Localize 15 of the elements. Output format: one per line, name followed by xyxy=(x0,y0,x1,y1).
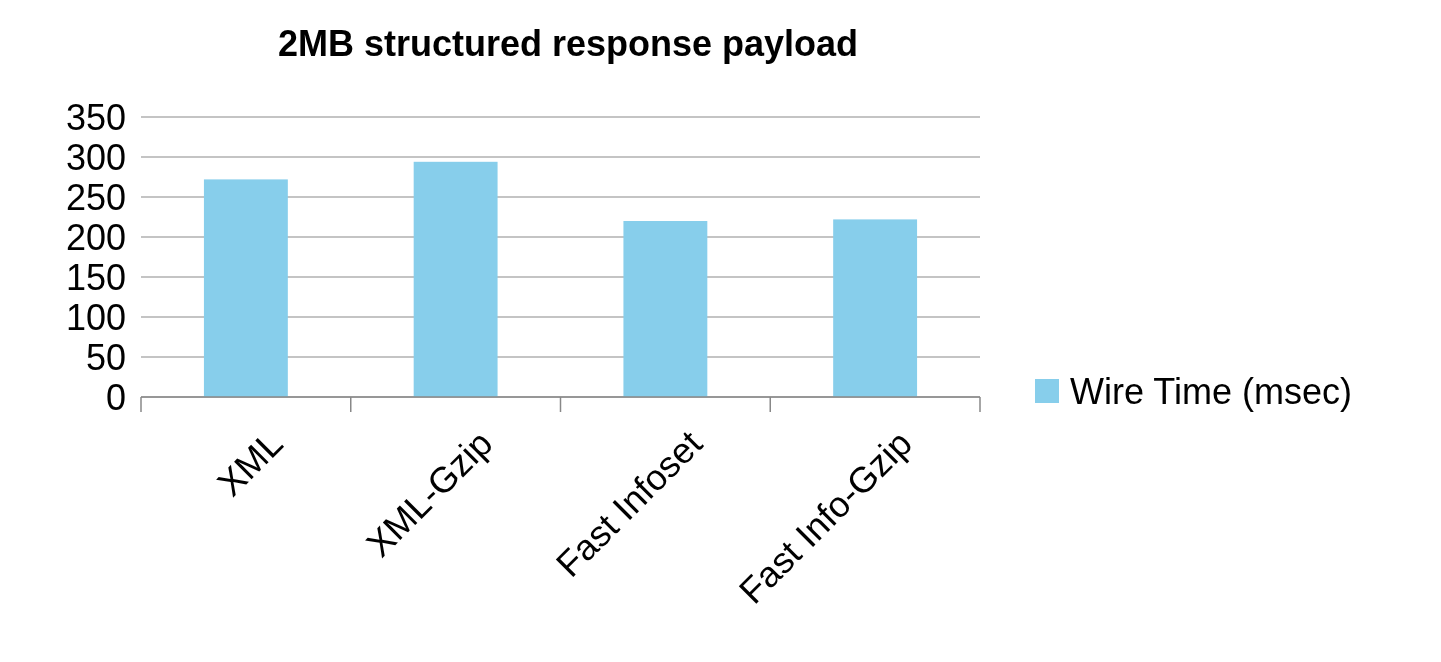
y-tick-label: 100 xyxy=(65,296,126,338)
bar xyxy=(203,179,288,397)
y-tick-label: 50 xyxy=(85,336,126,378)
y-tick-label: 150 xyxy=(65,256,126,298)
y-tick-label: 350 xyxy=(65,96,126,138)
x-tick-label: XML xyxy=(209,422,291,504)
chart-title: 2MB structured response payload xyxy=(277,23,859,64)
bar xyxy=(413,161,498,397)
y-tick-label: 0 xyxy=(105,376,126,418)
y-tick-label: 250 xyxy=(65,176,126,218)
legend-label: Wire Time (msec) xyxy=(1070,370,1352,412)
y-tick-label: 200 xyxy=(65,216,126,258)
y-tick-label: 300 xyxy=(65,136,126,178)
bar xyxy=(833,219,918,397)
bar xyxy=(623,221,708,397)
